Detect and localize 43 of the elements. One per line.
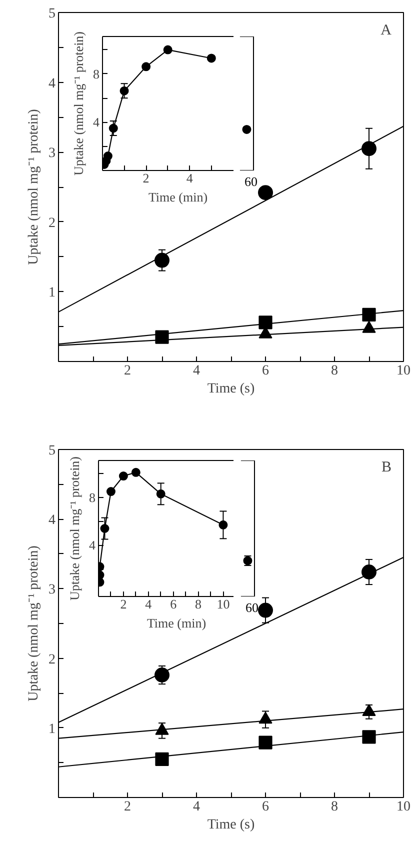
- x-tick-label: 8: [331, 800, 338, 814]
- y-tick-label: 4: [89, 538, 96, 553]
- y-tick-label: 8: [89, 490, 96, 505]
- x-tick-label: 10: [396, 364, 410, 378]
- y-tick-label: 2: [48, 216, 56, 231]
- x-tick-label: 4: [193, 800, 200, 814]
- x-tick-label: 6: [170, 596, 178, 612]
- x-tick-label: 8: [195, 596, 202, 612]
- x-tick-label: 4: [186, 170, 194, 186]
- annotation: B: [381, 460, 392, 476]
- x-tick-label: 2: [120, 596, 127, 612]
- x-axis-title: Time (s): [207, 382, 255, 396]
- y-tick-label: 4: [48, 76, 56, 92]
- y-axis-title: Uptake (nmol mg⁻¹ protein): [71, 31, 86, 176]
- y-axis-title: Uptake (nmol mg⁻¹ protein): [26, 545, 42, 702]
- y-tick-label: 2: [48, 652, 56, 668]
- x-tick-label: 8: [331, 364, 338, 378]
- y-tick-label: 4: [93, 114, 100, 130]
- x-tick-label: 6: [262, 364, 269, 378]
- y-tick-label: 4: [48, 513, 56, 528]
- annotation: A: [380, 22, 392, 38]
- x-tick-label: 2: [142, 170, 150, 186]
- x-tick-label: 6: [262, 800, 269, 814]
- y-axis-title: Uptake (nmol mg⁻¹ protein): [67, 456, 82, 600]
- y-tick-label: 1: [48, 722, 56, 737]
- y-tick-label: 5: [48, 444, 56, 458]
- x-tick-label: 4: [193, 364, 200, 378]
- x-tick-label: 60: [244, 174, 258, 190]
- x-axis-title: Time (s): [207, 818, 255, 832]
- x-tick-label: 2: [124, 800, 131, 814]
- x-axis-title: Time (min): [146, 616, 206, 630]
- y-tick-label: 3: [48, 146, 56, 162]
- x-axis-title: Time (min): [148, 190, 208, 204]
- x-tick-label: 2: [124, 364, 131, 378]
- y-tick-label: 1: [48, 286, 56, 301]
- x-tick-label: 10: [216, 596, 230, 612]
- y-tick-label: 3: [48, 582, 56, 598]
- x-tick-label: 10: [396, 800, 410, 814]
- y-tick-label: 8: [93, 66, 100, 82]
- x-tick-label: 4: [145, 596, 152, 612]
- y-axis-title: Uptake (nmol mg⁻¹ protein): [26, 108, 42, 265]
- x-tick-label: 60: [246, 600, 258, 616]
- y-tick-label: 5: [48, 6, 56, 22]
